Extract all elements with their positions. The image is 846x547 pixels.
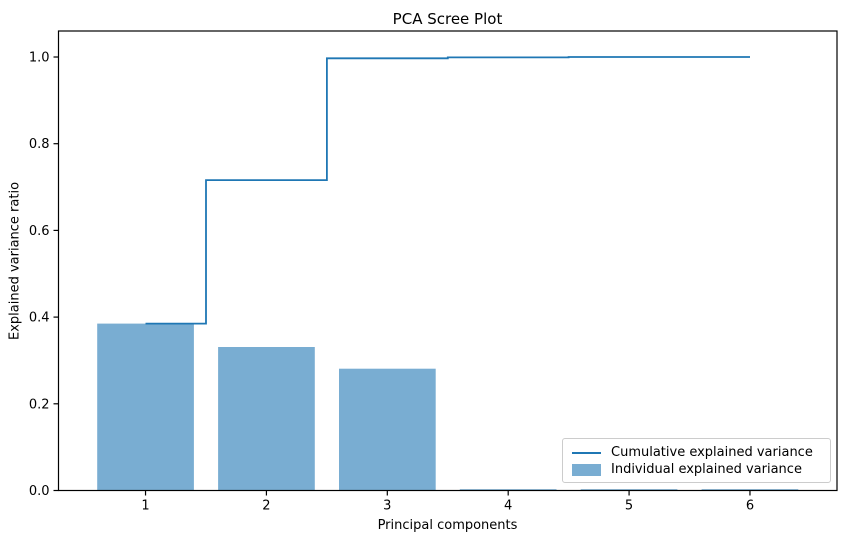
y-tick-label-0: 0.0 xyxy=(29,484,50,499)
y-tick-label-4: 0.8 xyxy=(29,137,50,152)
x-tick-label-4: 5 xyxy=(625,499,633,514)
x-tick-label-1: 2 xyxy=(262,499,270,514)
y-tick-label-2: 0.4 xyxy=(29,311,50,326)
bar-pc3 xyxy=(339,368,436,491)
x-tick-label-5: 6 xyxy=(746,499,754,514)
bar-pc4 xyxy=(459,489,557,491)
y-tick-label-5: 1.0 xyxy=(29,51,50,66)
x-tick-label-2: 3 xyxy=(383,499,391,514)
bar-pc1 xyxy=(97,323,194,491)
bar-pc2 xyxy=(218,347,315,491)
legend-item-individual: Individual explained variance xyxy=(572,461,822,478)
line-swatch-icon xyxy=(572,451,601,454)
bar-swatch-icon xyxy=(572,463,601,476)
x-axis-label: Principal components xyxy=(377,518,518,533)
x-tick-label-0: 1 xyxy=(141,499,149,514)
y-tick-label-1: 0.2 xyxy=(29,397,50,412)
legend-label-cumulative: Cumulative explained variance xyxy=(611,445,813,460)
legend-label-individual: Individual explained variance xyxy=(611,462,802,477)
cumulative-variance-step-line xyxy=(145,56,750,325)
axes-spines xyxy=(57,30,838,492)
bar-pc5 xyxy=(580,489,678,491)
bar-pc6 xyxy=(701,489,799,491)
chart-title: PCA Scree Plot xyxy=(392,10,503,28)
y-axis-label: Explained variance ratio xyxy=(7,181,23,341)
legend: Cumulative explained variance Individual… xyxy=(562,438,831,483)
x-tick-label-3: 4 xyxy=(504,499,512,514)
y-tick-label-3: 0.6 xyxy=(29,224,50,239)
legend-item-cumulative: Cumulative explained variance xyxy=(572,444,822,461)
